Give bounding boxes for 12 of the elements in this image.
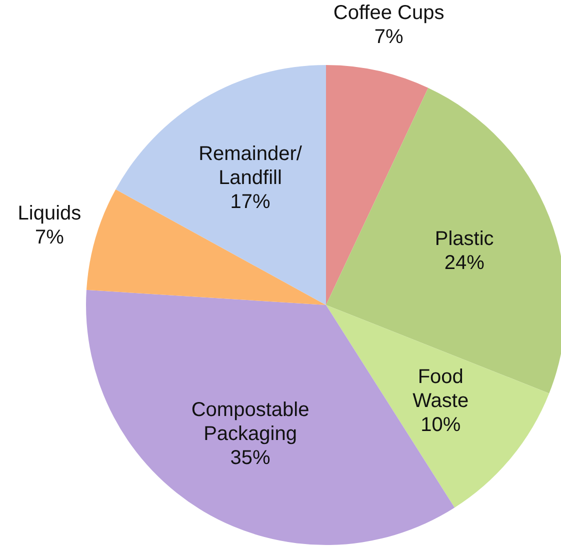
data-label: 35% (230, 447, 270, 470)
data-label: 7% (374, 26, 404, 48)
slice-label: Food Waste (412, 366, 469, 412)
data-label: 7% (34, 226, 64, 249)
slice-label: Liquids (18, 202, 82, 225)
slice-label: Plastic (434, 228, 494, 250)
data-label: 17% (230, 190, 270, 213)
slice-label: Remainder/Landfill (198, 142, 302, 189)
data-label: 10% (420, 414, 461, 436)
data-label: 24% (444, 252, 485, 274)
slice-label: Coffee Cups (333, 2, 444, 24)
slice-label: Compostable Packaging (191, 399, 310, 446)
